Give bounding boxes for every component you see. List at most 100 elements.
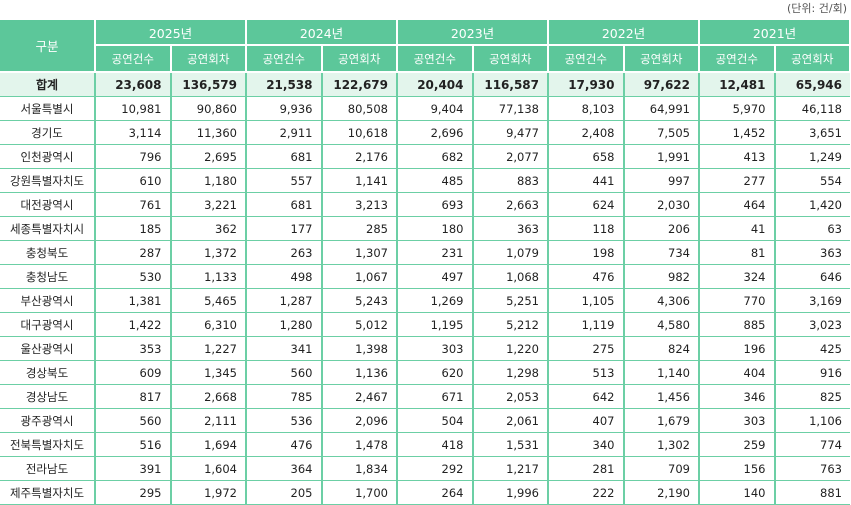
table-cell: 1,079 — [471, 240, 549, 265]
table-cell: 5,212 — [471, 312, 549, 337]
table-row: 제주특별자치도 295 1,972 205 1,700 264 1,996 222 2,190 1… — [0, 480, 850, 505]
table-cell: 81 — [698, 240, 775, 265]
table-cell: 391 — [94, 456, 171, 481]
table-row: 울산광역시 353 1,227 341 1,398 303 1,220 275 824 196 42… — [0, 336, 850, 361]
table-cell: 1,136 — [320, 360, 398, 385]
table-cell: 156 — [698, 456, 775, 481]
table-cell: 536 — [245, 408, 322, 433]
table-cell: 1,068 — [471, 264, 549, 289]
table-cell: 774 — [773, 432, 850, 457]
table-cell: 346 — [698, 384, 775, 409]
table-cell: 624 — [547, 192, 624, 217]
row-label: 제주특별자치도 — [0, 480, 96, 505]
table-cell: 609 — [94, 360, 171, 385]
table-cell: 46,118 — [773, 96, 850, 121]
table-cell: 557 — [245, 168, 322, 193]
table-cell: 1,478 — [320, 432, 398, 457]
table-row: 광주광역시 560 2,111 536 2,096 504 2,061 407 1,679 303… — [0, 408, 850, 433]
table-cell: 65,946 — [773, 71, 850, 97]
table-row: 충청남도 530 1,133 498 1,067 497 1,068 476 982 324 646 — [0, 264, 850, 289]
table-cell: 709 — [622, 456, 700, 481]
table-cell: 681 — [245, 192, 322, 217]
table-cell: 5,012 — [320, 312, 398, 337]
table-cell: 1,227 — [169, 336, 247, 361]
table-cell: 883 — [471, 168, 549, 193]
table-cell: 610 — [94, 168, 171, 193]
table-cell: 1,180 — [169, 168, 247, 193]
table-cell: 1,456 — [622, 384, 700, 409]
header-performance-count: 공연건수 — [396, 45, 474, 73]
table-cell: 140 — [698, 480, 775, 505]
header-performance-sessions: 공연회차 — [471, 45, 549, 73]
header-performance-count: 공연건수 — [698, 45, 776, 73]
row-label: 전북특별자치도 — [0, 432, 96, 457]
table-cell: 3,651 — [773, 120, 850, 145]
table-cell: 9,936 — [245, 96, 322, 121]
table-cell: 1,220 — [471, 336, 549, 361]
table-cell: 2,663 — [471, 192, 549, 217]
table-cell: 513 — [547, 360, 624, 385]
table-cell: 10,981 — [94, 96, 171, 121]
table-cell: 916 — [773, 360, 850, 385]
table-row: 충청북도 287 1,372 263 1,307 231 1,079 198 734 81 363 — [0, 240, 850, 265]
table-cell: 97,622 — [622, 71, 700, 97]
table-cell: 324 — [698, 264, 775, 289]
header-performance-sessions: 공연회차 — [320, 45, 398, 73]
table-cell: 2,190 — [622, 480, 700, 505]
unit-label: (단위: 건/회) — [787, 2, 847, 15]
table-row: 부산광역시 1,381 5,465 1,287 5,243 1,269 5,251 1,105… — [0, 288, 850, 313]
table-cell: 560 — [94, 408, 171, 433]
table-cell: 5,251 — [471, 288, 549, 313]
total-row: 합계 23,608 136,579 21,538 122,679 20,404 116,58… — [0, 71, 850, 97]
table-row: 강원특별자치도 610 1,180 557 1,141 485 883 441 997 277 55… — [0, 168, 850, 193]
table-cell: 407 — [547, 408, 624, 433]
table-cell: 1,604 — [169, 456, 247, 481]
table-cell: 1,287 — [245, 288, 322, 313]
table-row: 세종특별자치시 185 362 177 285 180 363 118 206 41 63 — [0, 216, 850, 241]
table-row: 전북특별자치도 516 1,694 476 1,478 418 1,531 340 1,302 2… — [0, 432, 850, 457]
table-cell: 3,023 — [773, 312, 850, 337]
table-cell: 264 — [396, 480, 473, 505]
table-cell: 12,481 — [698, 71, 775, 97]
table-cell: 1,140 — [622, 360, 700, 385]
table-cell: 10,618 — [320, 120, 398, 145]
table-cell: 646 — [773, 264, 850, 289]
table-cell: 2,111 — [169, 408, 247, 433]
table-cell: 196 — [698, 336, 775, 361]
table-cell: 1,996 — [471, 480, 549, 505]
table-cell: 1,679 — [622, 408, 700, 433]
table-cell: 2,668 — [169, 384, 247, 409]
table-cell: 21,538 — [245, 71, 322, 97]
table-cell: 1,298 — [471, 360, 549, 385]
table-cell: 2,061 — [471, 408, 549, 433]
table-cell: 5,243 — [320, 288, 398, 313]
header-performance-sessions: 공연회차 — [773, 45, 851, 73]
table-cell: 497 — [396, 264, 473, 289]
table-cell: 817 — [94, 384, 171, 409]
table-cell: 275 — [547, 336, 624, 361]
table-cell: 1,345 — [169, 360, 247, 385]
table-row: 대구광역시 1,422 6,310 1,280 5,012 1,195 5,212 1,119… — [0, 312, 850, 337]
table-cell: 825 — [773, 384, 850, 409]
table-cell: 303 — [396, 336, 473, 361]
table-cell: 1,141 — [320, 168, 398, 193]
header-year: 2025년 — [94, 20, 247, 46]
table-cell: 3,169 — [773, 288, 850, 313]
table-cell: 263 — [245, 240, 322, 265]
table-cell: 77,138 — [471, 96, 549, 121]
table-cell: 504 — [396, 408, 473, 433]
table-cell: 476 — [547, 264, 624, 289]
header-performance-sessions: 공연회차 — [169, 45, 247, 73]
table-cell: 1,307 — [320, 240, 398, 265]
table-cell: 1,133 — [169, 264, 247, 289]
table-cell: 763 — [773, 456, 850, 481]
table-row: 경상북도 609 1,345 560 1,136 620 1,298 513 1,140 404 9… — [0, 360, 850, 385]
row-label: 세종특별자치시 — [0, 216, 96, 241]
table-cell: 1,991 — [622, 144, 700, 169]
table-cell: 1,422 — [94, 312, 171, 337]
table-cell: 198 — [547, 240, 624, 265]
row-label: 대구광역시 — [0, 312, 96, 337]
table-cell: 681 — [245, 144, 322, 169]
table-cell: 4,306 — [622, 288, 700, 313]
table-cell: 259 — [698, 432, 775, 457]
